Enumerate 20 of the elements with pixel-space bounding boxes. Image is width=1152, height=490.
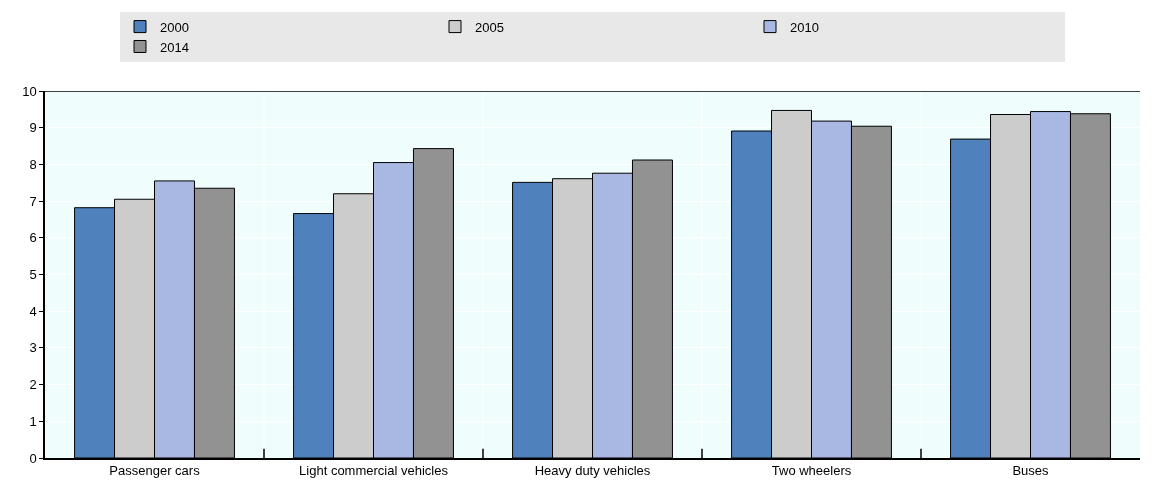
legend-label: 2010 — [790, 19, 819, 35]
y-tick-label: 6 — [29, 230, 37, 246]
y-tick-label: 7 — [29, 193, 37, 209]
legend-label: 2005 — [475, 19, 504, 35]
y-tick-label: 10 — [22, 83, 37, 99]
y-tick-label: 9 — [29, 120, 37, 136]
x-tick-label: Passenger cars — [109, 463, 201, 479]
x-tick-label: Light commercial vehicles — [299, 463, 449, 479]
y-tick-label: 0 — [29, 450, 37, 466]
y-tick-label: 1 — [29, 413, 37, 429]
x-tick-label: Two wheelers — [771, 463, 852, 479]
x-tick-label: Buses — [1012, 463, 1050, 479]
y-tick-label: 3 — [29, 340, 37, 356]
y-tick-label: 2 — [29, 377, 37, 393]
y-tick-label: 5 — [29, 267, 37, 283]
legend-label: 2000 — [160, 19, 189, 35]
legend-label: 2014 — [160, 39, 189, 55]
x-tick-label: Heavy duty vehicles — [534, 463, 651, 479]
y-tick-label: 4 — [29, 303, 37, 319]
y-tick-label: 8 — [29, 156, 37, 172]
